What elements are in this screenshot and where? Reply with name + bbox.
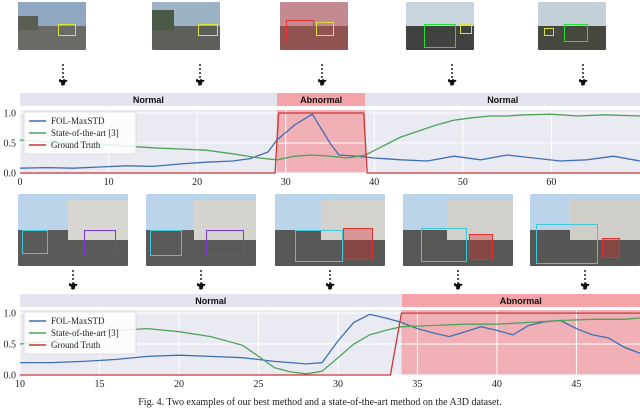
x-tick-label: 30	[281, 177, 291, 188]
phase-label-normal: Normal	[20, 93, 277, 106]
legend: FOL-MaxSTD State-of-the-art [3] Ground Tru…	[23, 111, 137, 155]
frame-thumbnail	[538, 2, 606, 50]
anomaly-score-chart-bottom: 0.0 0.5 1.0 10 15 20 25 30 35 40 45 FOL-MaxSTD State…	[4, 309, 640, 390]
phase-bar-bottom: Normal Abnormal	[0, 294, 640, 307]
phase-label-normal: Normal	[365, 93, 640, 106]
frame-thumbnail-abnormal	[275, 194, 385, 266]
phase-bar-top: Normal Abnormal Normal	[0, 93, 640, 106]
frame-thumbnail	[146, 194, 256, 266]
phase-label-abnormal: Abnormal	[401, 294, 640, 307]
x-tick-label: 10	[15, 379, 25, 390]
legend-entry: FOL-MaxSTD	[51, 316, 105, 326]
legend-entry: State-of-the-art [3]	[51, 128, 119, 138]
legend-entry: State-of-the-art [3]	[51, 328, 119, 338]
x-tick-label: 50	[458, 177, 468, 188]
frame-thumbnail	[406, 2, 474, 50]
y-tick-label: 1.0	[4, 309, 17, 320]
abnormal-region	[276, 110, 366, 173]
frame-arrows-bottom	[67, 270, 591, 292]
series-line-state-of-the-art-3	[19, 113, 640, 161]
series-line-ground-truth	[20, 112, 640, 174]
x-tick-label: 40	[369, 177, 379, 188]
x-tick-label: 60	[546, 177, 556, 188]
phase-label-abnormal: Abnormal	[276, 93, 366, 106]
x-tick-label: 40	[492, 379, 502, 390]
x-tick-label: 10	[104, 177, 114, 188]
legend-entry: FOL-MaxSTD	[51, 116, 105, 126]
y-tick-label: 0.5	[4, 139, 17, 150]
frame-thumbnail-abnormal	[403, 194, 513, 266]
figure-caption: Fig. 4. Two examples of our best method …	[138, 397, 502, 408]
legend: FOL-MaxSTD State-of-the-art [3] Ground Tru…	[23, 311, 137, 355]
y-tick-label: 0.0	[4, 371, 17, 382]
x-tick-label: 35	[412, 379, 422, 390]
frame-thumbnail-abnormal	[280, 2, 348, 50]
y-tick-label: 0.0	[4, 169, 17, 180]
x-tick-label: 25	[253, 379, 263, 390]
abnormal-region	[401, 310, 640, 375]
x-tick-label: 20	[192, 177, 202, 188]
x-tick-label: 15	[94, 379, 104, 390]
phase-label-normal: Normal	[20, 294, 402, 307]
frame-arrows-top	[57, 64, 589, 88]
frame-thumbnail	[18, 194, 128, 266]
anomaly-score-chart-top: 0.0 0.5 1.0 0 10 20 30 40 50 60 FOL-MaxSTD State-of…	[4, 109, 640, 188]
x-tick-label: 45	[571, 379, 581, 390]
y-tick-label: 0.5	[4, 340, 17, 351]
frame-thumbnail-abnormal	[530, 194, 640, 266]
series-line-state-of-the-art-3	[19, 317, 640, 375]
x-tick-label: 0	[18, 177, 23, 188]
series-line-fol-maxstd	[19, 113, 640, 169]
frame-thumbnail	[152, 2, 220, 50]
legend-entry: Ground Truth	[51, 140, 101, 150]
x-tick-label: 30	[333, 379, 343, 390]
frame-thumbnail	[18, 2, 86, 50]
x-tick-label: 20	[174, 379, 184, 390]
series-line-ground-truth	[20, 312, 640, 376]
legend-entry: Ground Truth	[51, 340, 101, 350]
y-tick-label: 1.0	[4, 109, 17, 120]
